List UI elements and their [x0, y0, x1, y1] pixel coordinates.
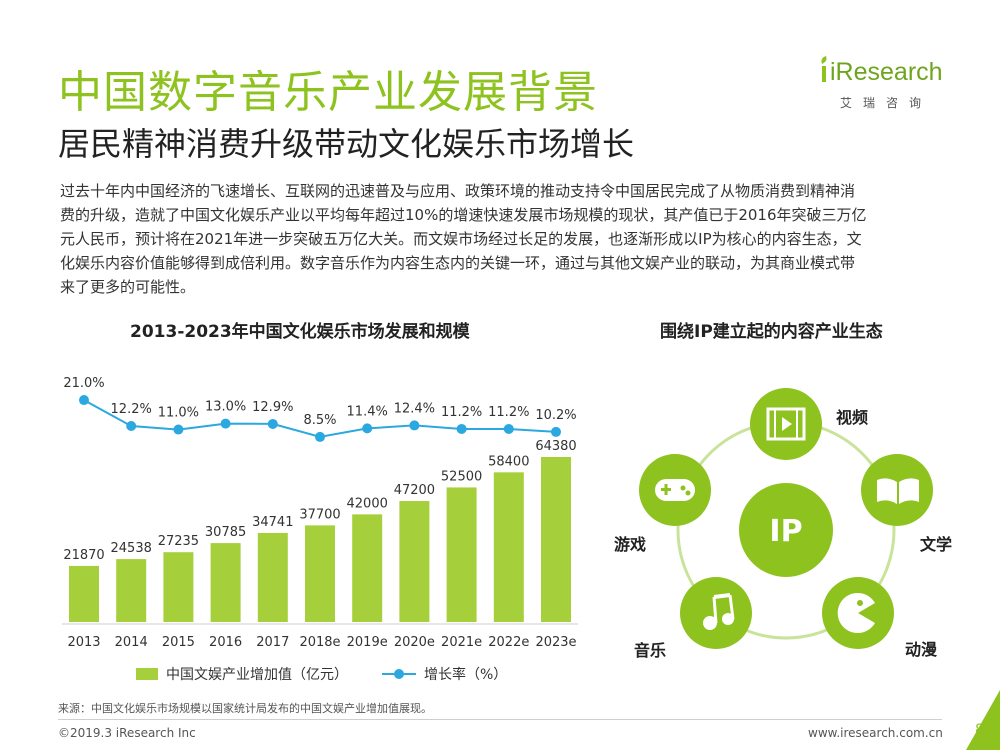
ecosystem-label-game: 游戏	[614, 535, 647, 554]
legend-bar: 中国文娱产业增加值（亿元）	[136, 664, 348, 684]
ecosystem-center	[739, 483, 833, 577]
growth-rate-label: 10.2%	[535, 408, 576, 423]
bar	[210, 543, 241, 622]
video-icon	[766, 407, 806, 441]
logo-subtext: 艾瑞咨询	[840, 96, 933, 110]
growth-rate-point	[126, 421, 137, 432]
x-tick-label: 2013	[67, 635, 100, 650]
intro-line: 来了更多的可能性。	[60, 278, 196, 296]
growth-rate-label: 12.9%	[252, 400, 293, 415]
growth-rate-point	[551, 426, 561, 437]
bar	[446, 487, 477, 622]
growth-rate-label: 21.0%	[63, 376, 104, 391]
growth-rate-point	[456, 423, 467, 434]
page-subtitle: 居民精神消费升级带动文化娱乐市场增长	[58, 125, 635, 163]
ecosystem-label-music: 音乐	[634, 641, 667, 660]
growth-rate-point	[220, 418, 231, 429]
legend-line: 增长率（%）	[382, 664, 507, 684]
bar	[163, 552, 194, 622]
intro-paragraph: 过去十年内中国经济的飞速增长、互联网的迅速普及与应用、政策环境的推动支持令中国居…	[60, 179, 960, 299]
growth-rate-point	[503, 423, 514, 434]
bar-value-label: 37700	[299, 507, 340, 522]
x-tick-label: 2023e	[535, 635, 576, 650]
growth-rate-point	[315, 431, 325, 442]
chart-canvas: 21870 2013 24538 2014 27235 2015 30785 2016 3474…	[62, 376, 933, 650]
intro-line: 费的升级，造就了中国文化娱乐产业以平均每年超过10%的增速快速发展市场规模的现状…	[60, 206, 867, 224]
intro-line: 元人民币，预计将在2021年进一步突破五万亿大关。而文娱市场经过长足的发展，也逐…	[60, 230, 862, 248]
bar	[541, 457, 571, 622]
growth-rate-point	[173, 424, 184, 435]
bar-value-label: 24538	[111, 541, 152, 556]
bar-value-label: 34741	[252, 515, 293, 530]
x-tick-label: 2014	[115, 635, 148, 650]
page-title: 中国数字音乐产业发展背景	[58, 67, 598, 118]
bar	[116, 559, 147, 622]
source-note: 来源：中国文化娱乐市场规模以国家统计局发布的中国文娱产业增加值展现。	[58, 702, 432, 715]
growth-rate-label: 11.2%	[441, 405, 482, 420]
bar-value-label: 47200	[394, 483, 435, 498]
chart-title: 2013-2023年中国文化娱乐市场发展和规模	[130, 322, 470, 342]
growth-rate-point	[79, 395, 89, 406]
intro-line: 化娱乐内容价值能够得到成倍利用。数字音乐作为内容生态内的关键一环，通过与其他文娱…	[60, 254, 856, 272]
music-icon	[703, 593, 735, 630]
x-tick-label: 2016	[209, 635, 242, 650]
legend-line-swatch	[382, 667, 416, 681]
growth-rate-point	[409, 420, 420, 431]
ecosystem-label-video: 视频	[836, 408, 869, 427]
bar-value-label: 27235	[158, 534, 199, 549]
x-tick-label: 2017	[256, 635, 289, 650]
pacman-icon	[837, 592, 875, 633]
bar	[352, 514, 383, 622]
bar	[493, 472, 524, 622]
bar-value-label: 30785	[205, 525, 246, 540]
ecosystem-label-anime: 动漫	[905, 640, 938, 659]
growth-rate-label: 11.4%	[347, 404, 388, 419]
gamepad-icon	[655, 479, 695, 501]
bar	[69, 565, 99, 622]
growth-rate-label: 12.4%	[394, 401, 435, 416]
growth-rate-label: 13.0%	[205, 400, 246, 415]
logo-text: iResearch	[830, 58, 943, 86]
growth-rate-label: 8.5%	[303, 413, 336, 428]
website-link[interactable]: www.iresearch.com.cn	[808, 726, 943, 740]
book-icon	[877, 478, 919, 504]
ecosystem-label-literature: 文学	[920, 535, 953, 554]
iresearch-logo: iResearch 艾瑞咨询	[818, 54, 958, 114]
ecosystem-center-label: IP	[769, 514, 802, 549]
footer-divider	[58, 719, 942, 720]
bar-value-label: 64380	[535, 439, 576, 454]
bar	[257, 532, 288, 622]
logo-leaf-icon	[821, 56, 827, 82]
copyright: ©2019.3 iResearch Inc	[58, 726, 196, 740]
page-number: 8	[975, 722, 984, 738]
x-tick-label: 2018e	[299, 635, 340, 650]
x-tick-label: 2015	[162, 635, 195, 650]
intro-line: 过去十年内中国经济的飞速增长、互联网的迅速普及与应用、政策环境的推动支持令中国居…	[60, 182, 856, 200]
growth-rate-label: 12.2%	[111, 402, 152, 417]
growth-rate-label: 11.2%	[488, 405, 529, 420]
legend-bar-swatch	[136, 668, 158, 680]
bar-value-label: 58400	[488, 454, 529, 469]
growth-rate-label: 11.0%	[158, 406, 199, 421]
x-tick-label: 2019e	[347, 635, 388, 650]
growth-rate-point	[267, 418, 278, 429]
growth-rate-point	[362, 423, 373, 434]
bar-value-label: 21870	[63, 548, 104, 563]
legend-bar-label: 中国文娱产业增加值（亿元）	[166, 667, 348, 683]
bar	[305, 525, 335, 622]
x-tick-label: 2022e	[488, 635, 529, 650]
bar	[399, 501, 430, 622]
bar-value-label: 42000	[347, 496, 388, 511]
bar-value-label: 52500	[441, 469, 482, 484]
legend-line-label: 增长率（%）	[424, 667, 508, 683]
x-tick-label: 2020e	[394, 635, 435, 650]
x-tick-label: 2021e	[441, 635, 482, 650]
ecosystem-title: 围绕IP建立起的内容产业生态	[660, 322, 883, 342]
